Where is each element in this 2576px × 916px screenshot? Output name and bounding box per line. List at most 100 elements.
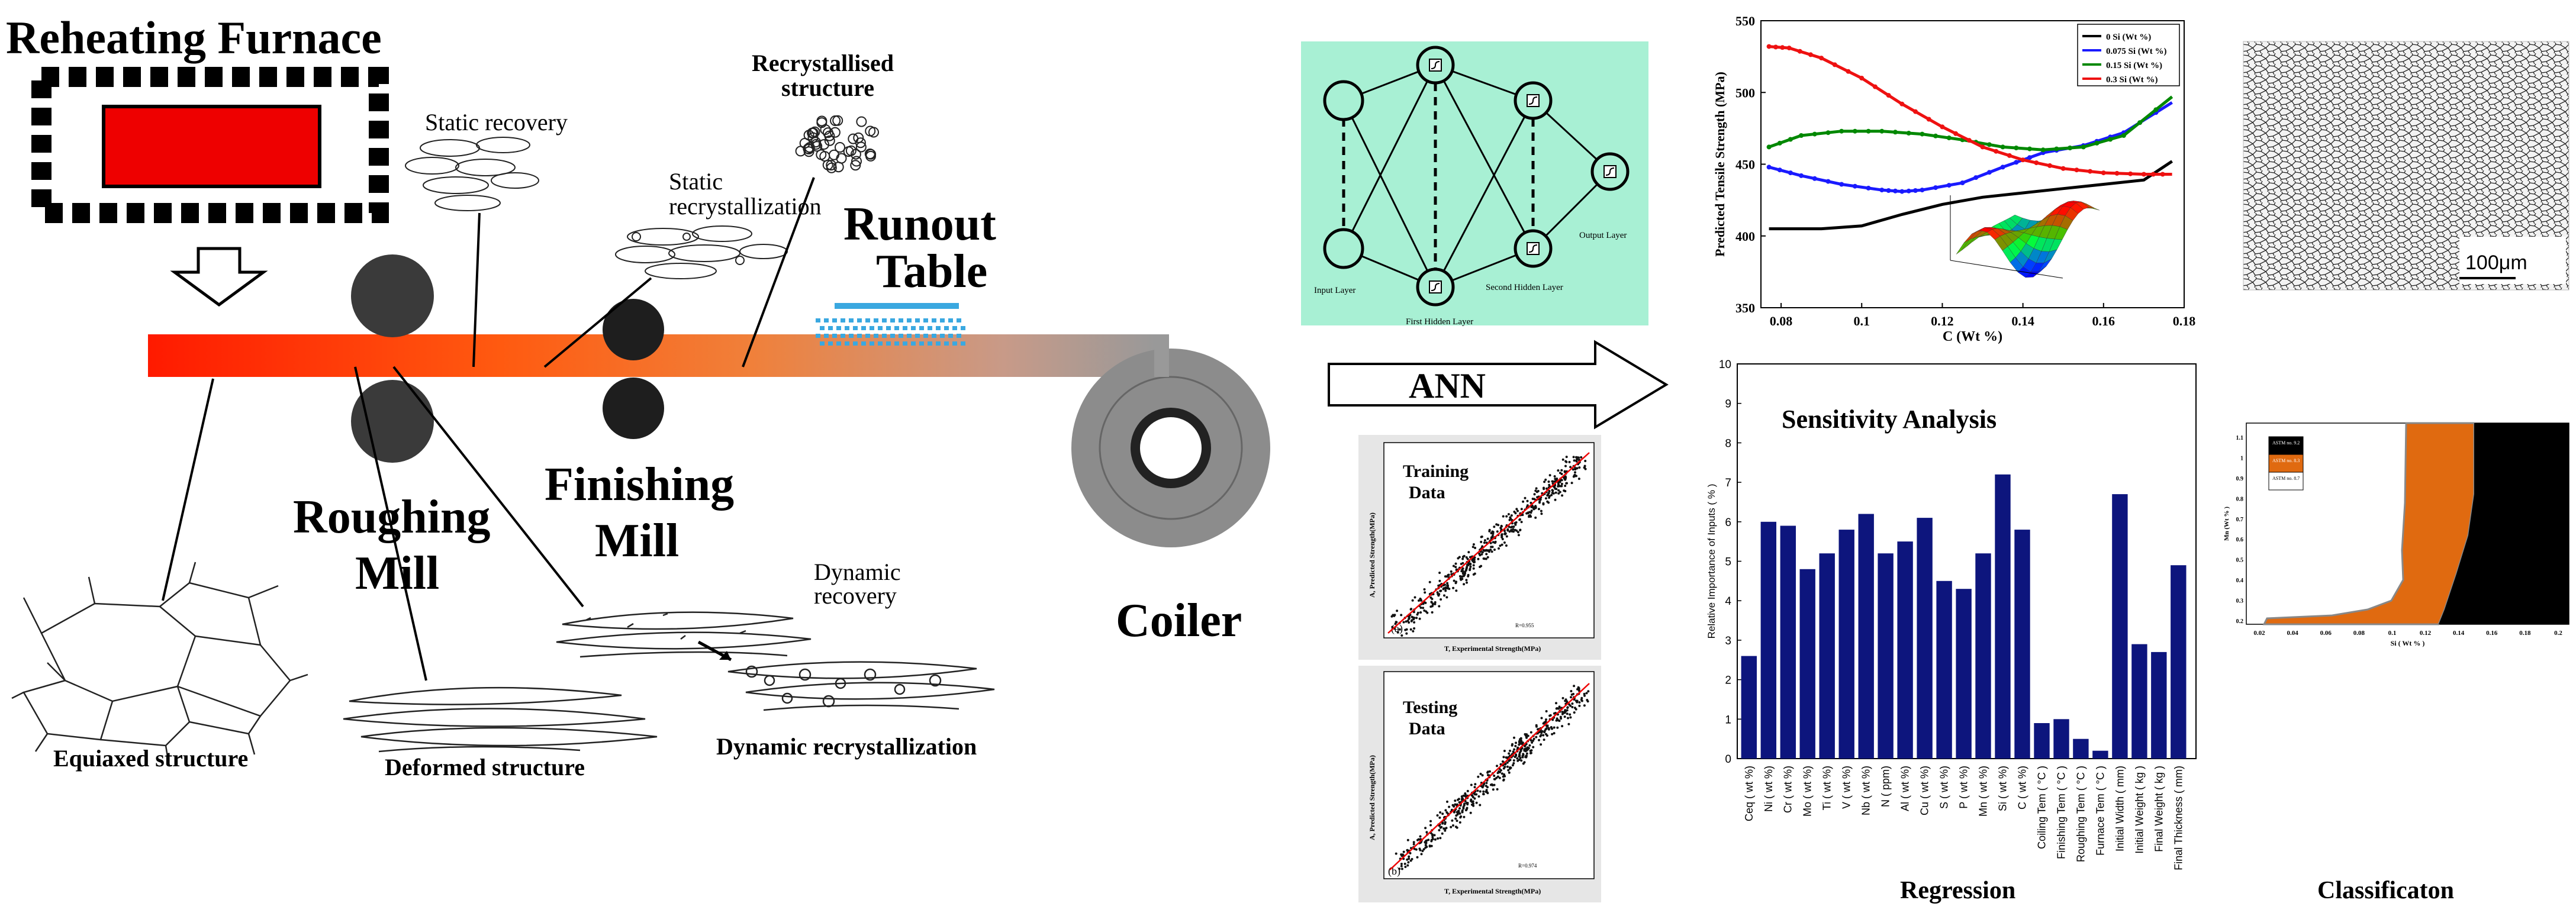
- grain: [810, 139, 822, 150]
- scatter-point: [1501, 760, 1504, 763]
- scatter-point: [1444, 821, 1447, 824]
- scatter-point: [1461, 797, 1464, 800]
- bar: [1838, 530, 1854, 759]
- y-tick-label: 350: [1735, 301, 1755, 315]
- input-node: [1323, 80, 1364, 121]
- finishing-label-2: Mill: [595, 515, 679, 567]
- scatter-point: [1500, 543, 1503, 546]
- scatter-point: [1408, 621, 1411, 624]
- scatter-point: [1492, 541, 1495, 544]
- scatter-point: [1439, 826, 1442, 829]
- scatter-point: [1465, 556, 1468, 559]
- scatter-point: [1479, 554, 1482, 557]
- scatter-point: [1431, 833, 1434, 836]
- y-tick-label: 0: [1725, 753, 1731, 766]
- scatter-point: [1554, 491, 1557, 494]
- scatter-point: [1564, 485, 1567, 487]
- scatter-point: [1475, 801, 1478, 804]
- scatter-point: [1434, 601, 1437, 604]
- bar: [1897, 541, 1913, 759]
- scatter-point: [1436, 591, 1439, 594]
- x-tick-label: Final Weight ( kg ): [2153, 766, 2165, 852]
- scatter-point: [1557, 707, 1560, 710]
- spray-dot: [861, 341, 866, 346]
- x-tick-label: 0.14: [2453, 630, 2465, 637]
- x-tick-label: P ( wt %): [1958, 766, 1970, 809]
- scatter-point: [1429, 596, 1432, 599]
- scatter-point: [1411, 619, 1413, 622]
- scatter-point: [1576, 467, 1579, 470]
- spray-dot: [832, 334, 837, 338]
- series-marker: [2141, 172, 2146, 177]
- scatter-point: [1422, 848, 1425, 851]
- scatter-point: [1553, 480, 1556, 483]
- scatter-point: [1532, 746, 1535, 749]
- scatter-point: [1472, 564, 1475, 567]
- bar: [1956, 589, 1972, 759]
- x-tick-label: Ti ( wt %): [1821, 766, 1833, 810]
- scatter-point: [1548, 496, 1551, 499]
- scatter-point: [1429, 820, 1432, 823]
- series-marker: [1980, 144, 1985, 150]
- scatter-point: [1448, 588, 1451, 591]
- scatter-point: [1551, 480, 1554, 483]
- scatter-point: [1472, 543, 1475, 546]
- bar-chart-title: Sensitivity Analysis: [1782, 405, 1997, 434]
- scatter-point: [1570, 696, 1572, 699]
- scatter-point: [1509, 766, 1512, 769]
- scatter-point: [1462, 555, 1464, 558]
- scatter-point: [1438, 572, 1441, 574]
- scatter-point: [1532, 739, 1534, 742]
- scatter-point: [1444, 589, 1447, 592]
- scatter-point: [1496, 788, 1499, 791]
- scatter-point: [1425, 831, 1428, 834]
- grain: [816, 115, 827, 127]
- spray-dot: [857, 318, 862, 322]
- scatter-point: [1584, 460, 1587, 462]
- scatter-point: [1530, 731, 1532, 734]
- series-marker: [1933, 185, 1939, 191]
- scatter-point: [1471, 796, 1474, 798]
- series-line: [1769, 160, 2173, 231]
- scatter-point: [1580, 699, 1583, 702]
- scatter-point: [1504, 532, 1507, 535]
- scatter-point: [1424, 844, 1427, 847]
- scatter-point: [1407, 861, 1410, 864]
- input-layer-label: Input Layer: [1314, 286, 1355, 295]
- scatter-point: [1480, 540, 1483, 543]
- scatter-point: [1500, 524, 1503, 527]
- scatter-point: [1412, 618, 1415, 621]
- scatter-point: [1419, 611, 1422, 614]
- runout-label-1: Runout: [843, 198, 996, 250]
- scatter-point: [1540, 717, 1543, 720]
- scatter-point: [1454, 562, 1457, 565]
- reheating-furnace-title: Reheating Furnace: [6, 12, 382, 63]
- scatter-point: [1396, 609, 1399, 612]
- scatter-point: [1446, 800, 1448, 803]
- class-region-black: [2439, 423, 2569, 624]
- spray-dot: [845, 341, 849, 346]
- classification-label: Classificaton: [2317, 877, 2454, 904]
- bar: [2171, 565, 2187, 759]
- spray-dot: [820, 341, 825, 346]
- scatter-point: [1423, 609, 1426, 612]
- scatter-point: [1555, 707, 1558, 710]
- scatter-point: [1460, 795, 1463, 798]
- pointer-lines: [162, 177, 815, 681]
- scatter-point: [1501, 538, 1504, 540]
- scatter-point: [1557, 483, 1560, 486]
- scatter-point: [1536, 496, 1539, 499]
- scatter-point: [1556, 717, 1559, 720]
- scatter-point: [1412, 841, 1415, 844]
- series-marker: [1973, 175, 1979, 180]
- x-tick-label: Ni ( wt %): [1763, 766, 1775, 812]
- scatter-point: [1530, 749, 1533, 752]
- spray-dot: [894, 326, 899, 330]
- line-chart-xlabel: C (Wt %): [1943, 329, 2002, 344]
- grain: [865, 125, 876, 137]
- scatter-point: [1508, 530, 1511, 533]
- grain: [807, 127, 818, 138]
- bar-chart-ylabel: Relative Importance of Inputs ( % ): [1706, 484, 1717, 639]
- equiaxed-sketch: [11, 562, 308, 764]
- spray-dot: [899, 318, 903, 322]
